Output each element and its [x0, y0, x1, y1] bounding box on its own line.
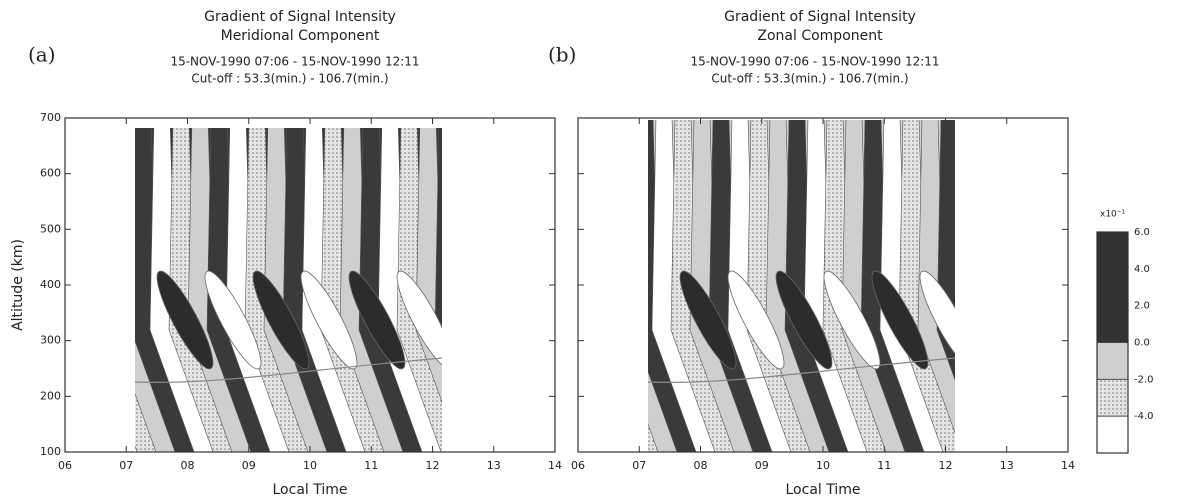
x-axis-label: Local Time: [786, 482, 861, 498]
contour-band: [879, 120, 951, 452]
y-tick-label: 300: [40, 334, 61, 347]
x-tick-label: 12: [426, 459, 440, 472]
chart-subtitle: Meridional Component: [221, 28, 380, 44]
contour-field: [135, 118, 600, 452]
contour-band: [975, 118, 1045, 452]
contour-cell: [156, 270, 214, 370]
y-tick-label: 200: [40, 389, 61, 402]
contour-cell: [727, 270, 785, 370]
x-tick-label: 07: [632, 459, 646, 472]
contour-band: [530, 118, 600, 452]
x-axis-label: Local Time: [273, 482, 348, 498]
colorbar-band: [1096, 342, 1129, 380]
contour-band: [149, 128, 221, 452]
contour-band: [473, 118, 543, 452]
chart-title: Gradient of Signal Intensity: [724, 9, 916, 25]
contour-band: [135, 426, 145, 452]
x-tick-label: 11: [364, 459, 378, 472]
contour-cell: [679, 270, 737, 370]
contour-band: [454, 118, 524, 452]
y-tick-label: 700: [40, 111, 61, 124]
colorbar-tick-label: 0.0: [1134, 338, 1150, 349]
x-tick-label: 11: [877, 459, 891, 472]
colorbar-tick-label: 4.0: [1134, 264, 1150, 275]
y-tick-label: 500: [40, 222, 61, 235]
x-tick-label: 14: [548, 459, 562, 472]
x-tick-label: 13: [1000, 459, 1014, 472]
chart-title: Gradient of Signal Intensity: [204, 9, 396, 25]
chart-subtitle: Zonal Component: [757, 28, 883, 44]
contour-band: [784, 120, 856, 452]
contour-cell: [396, 270, 442, 370]
contour-band: [841, 120, 913, 452]
x-tick-label: 10: [303, 459, 317, 472]
contour-band: [135, 128, 202, 452]
contour-cell: [300, 270, 358, 370]
contour-field: [576, 118, 1083, 452]
contour-band: [434, 128, 442, 351]
colorbar-band: [1096, 378, 1129, 417]
colorbar-tick-label: 2.0: [1134, 301, 1150, 312]
y-axis-label: Altitude (km): [10, 239, 26, 331]
contour-band: [358, 128, 430, 452]
cutoff: Cut-off : 53.3(min.) - 106.7(min.): [191, 72, 388, 86]
contour-cell: [919, 270, 955, 370]
contour-cell: [348, 270, 406, 370]
contour-band: [746, 120, 818, 452]
x-tick-label: 06: [571, 459, 585, 472]
contour-band: [670, 120, 742, 452]
panel-label: (b): [548, 43, 576, 67]
contour-band: [648, 120, 704, 452]
contour-band: [168, 128, 240, 452]
contour-band: [263, 128, 335, 452]
colorbar-tick-label: 6.0: [1134, 227, 1150, 238]
contour-band: [1013, 118, 1083, 452]
x-tick-label: 12: [939, 459, 953, 472]
contour-band: [651, 120, 723, 452]
colorbar-scale: x10⁻¹: [1100, 210, 1126, 220]
contour-band: [994, 118, 1064, 452]
contour-band: [576, 118, 646, 452]
x-tick-label: 13: [487, 459, 501, 472]
panel-label: (a): [28, 43, 56, 67]
contour-cell: [252, 270, 310, 370]
contour-band: [689, 120, 761, 452]
x-tick-label: 08: [181, 459, 195, 472]
contour-band: [206, 128, 278, 452]
colorbar-tick-label: -4.0: [1134, 411, 1154, 422]
period: 15-NOV-1990 07:06 - 15-NOV-1990 12:11: [170, 55, 419, 69]
colorbar-frame: [1096, 231, 1129, 454]
contour-band: [511, 118, 581, 452]
contour-cell: [823, 270, 881, 370]
x-tick-label: 09: [242, 459, 256, 472]
colorbar-band: [1096, 415, 1129, 454]
colorbar-tick-label: -2.0: [1134, 374, 1154, 385]
x-tick-label: 10: [816, 459, 830, 472]
contour-cell: [775, 270, 833, 370]
colorbar-band: [1096, 231, 1129, 270]
contour-cell: [204, 270, 262, 370]
contour-band: [956, 118, 1026, 452]
colorbar-band: [1096, 268, 1129, 307]
contour-band: [727, 120, 799, 452]
x-tick-label: 14: [1061, 459, 1075, 472]
contour-band: [135, 213, 183, 452]
trace-line: [135, 357, 442, 384]
cutoff: Cut-off : 53.3(min.) - 106.7(min.): [711, 72, 908, 86]
x-tick-label: 06: [58, 459, 72, 472]
y-tick-label: 100: [40, 445, 61, 458]
x-tick-label: 08: [694, 459, 708, 472]
colorbar-band: [1096, 305, 1129, 343]
contour-cell: [871, 270, 929, 370]
period: 15-NOV-1990 07:06 - 15-NOV-1990 12:11: [690, 55, 939, 69]
x-tick-label: 09: [755, 459, 769, 472]
trace-line: [648, 357, 955, 384]
y-tick-label: 600: [40, 167, 61, 180]
contour-band: [301, 128, 373, 452]
y-tick-label: 400: [40, 278, 61, 291]
x-tick-label: 07: [119, 459, 133, 472]
